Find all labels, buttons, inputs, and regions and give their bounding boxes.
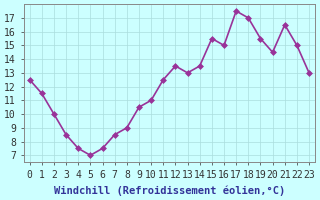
X-axis label: Windchill (Refroidissement éolien,°C): Windchill (Refroidissement éolien,°C) [54, 185, 285, 196]
